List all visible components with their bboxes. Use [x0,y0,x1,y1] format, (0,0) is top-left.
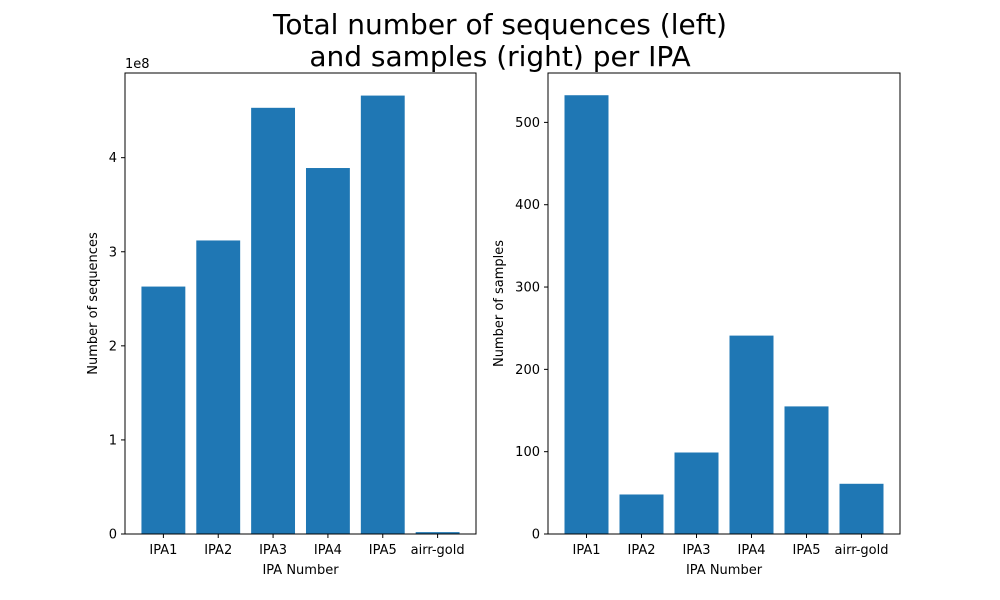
figure-title-line-1: Total number of sequences (left) [272,8,727,41]
samples-y-tick-label: 0 [532,528,540,543]
sequences-y-tick-label: 2 [109,339,117,354]
sequences-x-axis-label: IPA Number [262,563,339,578]
sequences-bar-ipa4 [305,168,350,534]
sequences-bar-ipa5 [360,95,405,534]
samples-x-tick-label: IPA2 [627,543,655,558]
sequences-bar-ipa3 [251,107,296,534]
samples-bar-ipa5 [784,406,829,534]
sequences-x-tick-label: IPA5 [369,543,397,558]
sequences-y-tick-label: 4 [109,151,117,166]
sequences-bar-ipa1 [141,286,186,534]
sequences-x-tick-label: IPA2 [204,543,232,558]
samples-x-tick-label: IPA4 [737,543,765,558]
sequences-y-axis-label: Number of sequences [86,232,101,375]
samples-chart: IPA1 IPA2 IPA3 IPA4 IPA5 airr-gold 0 100 200 300 4… [492,72,901,578]
samples-y-tick-label: 300 [515,281,540,296]
sequences-y-tick-label: 3 [109,245,117,260]
samples-x-tick-label: IPA5 [792,543,820,558]
samples-axes-frame [547,72,901,535]
samples-x-tick-label: IPA1 [572,543,600,558]
samples-x-axis-label: IPA Number [686,563,763,578]
samples-bar-ipa3 [674,452,719,534]
sequences-y-tick-label: 0 [109,528,117,543]
sequences-x-tick-label: IPA3 [259,543,287,558]
sequences-axes-frame [124,72,477,535]
samples-bar-ipa2 [619,494,664,534]
sequences-y-tick-label: 1 [109,433,117,448]
samples-x-tick-label: IPA3 [682,543,710,558]
samples-bar-airr-gold [839,483,884,534]
sequences-chart: IPA1 IPA2 IPA3 IPA4 IPA5 airr-gold 0 1 2 3 4 1e8 IPA… [86,57,477,578]
samples-y-tick-label: 400 [515,198,540,213]
sequences-bar-ipa2 [196,240,241,534]
samples-y-tick-label: 100 [515,445,540,460]
sequences-x-tick-label: IPA1 [149,543,177,558]
sequences-x-tick-label: airr-gold [411,543,465,558]
samples-x-tick-label: airr-gold [835,543,889,558]
samples-y-tick-label: 200 [515,363,540,378]
samples-bar-ipa1 [564,95,609,535]
sequences-x-tick-label: IPA4 [314,543,342,558]
samples-y-tick-label: 500 [515,116,540,131]
samples-y-axis-label: Number of samples [492,240,507,367]
sequences-bar-airr-gold [415,532,460,534]
figure-title-line-2: and samples (right) per IPA [309,40,690,73]
samples-bar-ipa4 [729,335,774,534]
sequences-y-offset-label: 1e8 [125,57,150,72]
